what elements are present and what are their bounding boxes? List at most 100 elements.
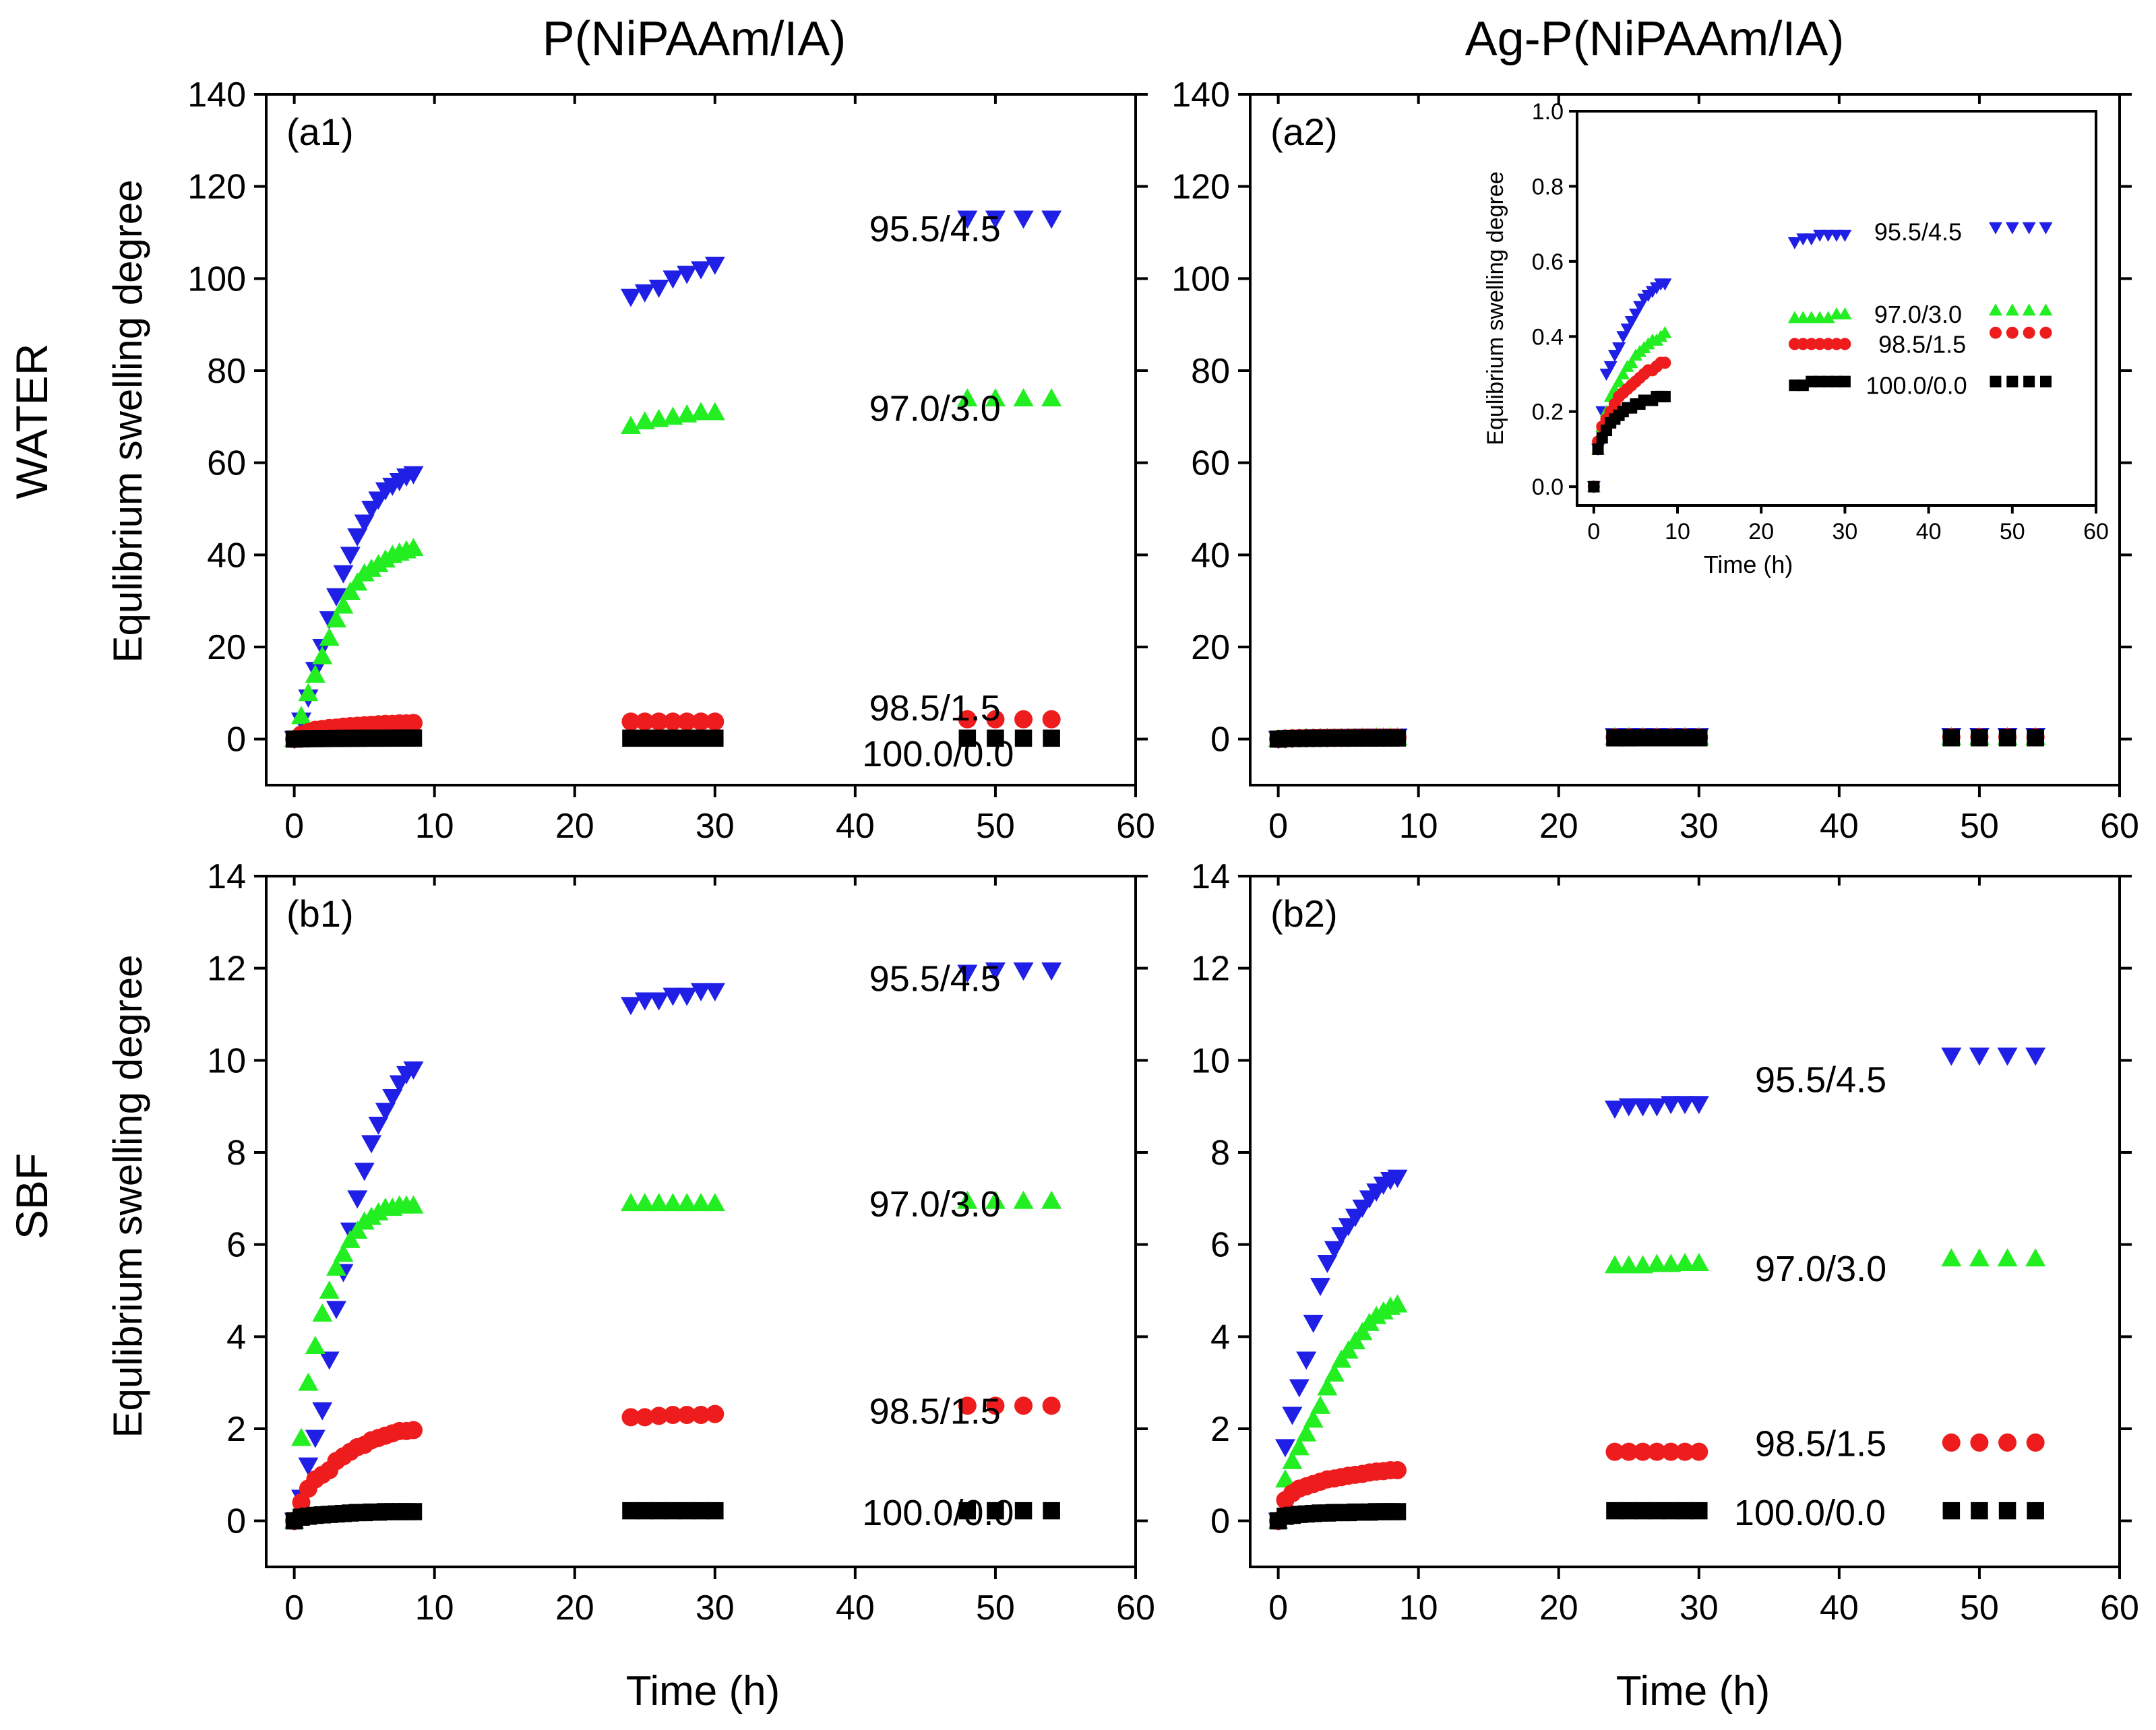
data-point-b1-98-5-1-5-22 bbox=[677, 1406, 696, 1424]
data-point-a1-97-0-3-0-4 bbox=[312, 646, 333, 665]
x-tick-label-a2-0: 0 bbox=[1268, 807, 1288, 846]
data-point-a1-97-0-3-0-24 bbox=[704, 402, 725, 421]
data-point-b2-97-0-3-0-6 bbox=[1310, 1395, 1331, 1414]
series-annotation-b2-0: 95.5/4.5 bbox=[1755, 1060, 1886, 1101]
inset-series-annotation-3: 100.0/0.0 bbox=[1866, 372, 1967, 400]
inset-data-point-100-0-0-0-0 bbox=[1588, 481, 1600, 493]
inset-data-point-98-5-1-5-25 bbox=[1989, 326, 2002, 339]
data-point-b1-95-5-4-5-9 bbox=[347, 1190, 368, 1209]
data-point-a2-100-0-0-0-25 bbox=[1942, 729, 1961, 747]
row-title-water: WATER bbox=[7, 344, 57, 499]
data-point-b2-98-5-1-5-25 bbox=[1942, 1433, 1961, 1452]
data-point-b1-98-5-1-5-28 bbox=[1042, 1396, 1061, 1415]
data-point-b1-97-0-3-0-3 bbox=[305, 1336, 326, 1354]
data-point-b1-98-5-1-5-23 bbox=[691, 1406, 710, 1424]
y-tick-label-b1-5: 10 bbox=[207, 1041, 246, 1080]
series-annotation-b1-0: 95.5/4.5 bbox=[869, 958, 1001, 999]
panel-b2: 0 10 20 30 40 50 60 0 2 4 6 8 10 12 14 (b2) 95.5/4.5 97.0… bbox=[1191, 857, 2139, 1628]
data-point-a1-98-5-1-5-25 bbox=[958, 710, 977, 729]
data-point-b1-95-5-4-5-24 bbox=[704, 983, 725, 1001]
data-point-a1-98-5-1-5-20 bbox=[650, 712, 669, 731]
inset-data-point-98-5-1-5-28 bbox=[2039, 326, 2052, 339]
inset-y-tick-label-4: 0.8 bbox=[1532, 174, 1564, 199]
data-point-b2-97-0-3-0-1 bbox=[1275, 1469, 1296, 1488]
x-tick-label-b2-1: 10 bbox=[1399, 1588, 1438, 1628]
data-point-b1-95-5-4-5-6 bbox=[326, 1301, 347, 1320]
data-point-b1-97-0-3-0-8 bbox=[340, 1229, 361, 1248]
inset-y-tick-label-1: 0.2 bbox=[1532, 400, 1564, 425]
x-tick-label-a1-0: 0 bbox=[284, 807, 304, 846]
inset-data-point-95-5-4-5-6 bbox=[1612, 342, 1626, 354]
inset-data-point-98-5-1-5-22 bbox=[1822, 338, 1835, 350]
x-tick-label-b1-2: 20 bbox=[555, 1588, 594, 1628]
data-point-a1-100-0-0-0-26 bbox=[987, 729, 1004, 747]
data-point-a1-95-5-4-5-8 bbox=[340, 547, 361, 565]
x-tick-label-a2-6: 60 bbox=[2100, 807, 2139, 846]
data-point-a1-97-0-3-0-3 bbox=[305, 665, 326, 683]
data-point-b2-97-0-3-0-5 bbox=[1303, 1409, 1324, 1428]
inset-data-point-95-5-4-5-27 bbox=[2022, 222, 2036, 235]
data-point-b1-100-0-0-0-17 bbox=[404, 1503, 423, 1520]
data-point-a1-97-0-3-0-2 bbox=[298, 683, 319, 702]
data-point-b1-95-5-4-5-25 bbox=[957, 964, 978, 983]
inset-data-point-100-0-0-0-17 bbox=[1659, 390, 1671, 402]
data-point-a1-98-5-1-5-19 bbox=[636, 712, 654, 731]
data-point-a1-95-5-4-5-18 bbox=[620, 288, 641, 307]
y-tick-label-a2-0: 0 bbox=[1210, 720, 1230, 760]
data-point-b1-97-0-3-0-22 bbox=[677, 1193, 698, 1212]
data-point-b1-98-5-1-5-20 bbox=[650, 1407, 669, 1425]
series-annotation-a1-2: 98.5/1.5 bbox=[869, 688, 1001, 729]
data-point-b2-95-5-4-5-2 bbox=[1282, 1407, 1303, 1425]
inset-x-tick-label-5: 50 bbox=[2000, 519, 2025, 545]
series-a1-97-0-3-0 bbox=[284, 388, 1062, 747]
data-point-b2-95-5-4-5-26 bbox=[1969, 1047, 1990, 1066]
data-point-b1-95-5-4-5-19 bbox=[634, 992, 655, 1011]
y-tick-label-a1-5: 100 bbox=[187, 259, 246, 299]
inset-data-point-97-0-3-0-24 bbox=[1838, 307, 1852, 319]
data-point-b1-95-5-4-5-5 bbox=[319, 1351, 340, 1370]
y-tick-label-b1-1: 2 bbox=[226, 1410, 246, 1449]
data-point-b1-95-5-4-5-18 bbox=[620, 997, 641, 1016]
series-annotation-b1-3: 100.0/0.0 bbox=[862, 1493, 1014, 1533]
inset-data-point-97-0-3-0-28 bbox=[2039, 303, 2053, 316]
data-point-a1-97-0-3-0-8 bbox=[340, 582, 361, 600]
data-point-a1-98-5-1-5-28 bbox=[1042, 710, 1061, 729]
plot-frame-a1 bbox=[265, 93, 1137, 786]
data-point-a1-98-5-1-5-17 bbox=[404, 714, 423, 733]
data-point-b2-95-5-4-5-1 bbox=[1275, 1439, 1296, 1458]
y-tick-label-b2-7: 14 bbox=[1191, 857, 1230, 896]
series-b2-100-0-0-0 bbox=[1269, 1502, 2044, 1530]
y-tick-label-b2-3: 6 bbox=[1210, 1226, 1230, 1265]
y-tick-label-a1-7: 140 bbox=[187, 75, 246, 115]
data-point-a1-100-0-0-0-17 bbox=[404, 729, 423, 747]
data-point-b2-97-0-3-0-22 bbox=[1661, 1254, 1682, 1272]
x-tick-label-a2-2: 20 bbox=[1539, 807, 1578, 846]
series-b1-100-0-0-0 bbox=[285, 1502, 1060, 1530]
data-point-b2-97-0-3-0-3 bbox=[1289, 1437, 1310, 1456]
inset-data-point-100-0-0-0-26 bbox=[2006, 375, 2019, 388]
data-point-b1-100-0-0-0-28 bbox=[1043, 1502, 1060, 1520]
data-point-b2-95-5-4-5-21 bbox=[1646, 1098, 1667, 1117]
data-point-b2-100-0-0-0-17 bbox=[1388, 1503, 1407, 1520]
data-point-a1-98-5-1-5-18 bbox=[621, 712, 640, 731]
inset-x-tick-label-2: 20 bbox=[1748, 519, 1774, 545]
data-point-b1-97-0-3-0-17 bbox=[403, 1195, 424, 1214]
column-title-left: P(NiPAAm/IA) bbox=[543, 12, 846, 66]
data-point-a1-97-0-3-0-6 bbox=[326, 609, 347, 627]
data-point-a1-97-0-3-0-27 bbox=[1013, 388, 1034, 406]
x-tick-label-a1-1: 10 bbox=[415, 807, 454, 846]
data-point-b1-97-0-3-0-9 bbox=[347, 1221, 368, 1239]
y-tick-label-b2-0: 0 bbox=[1210, 1502, 1230, 1541]
inset-data-point-97-0-3-0-25 bbox=[1988, 303, 2002, 316]
data-point-a1-97-0-3-0-26 bbox=[985, 388, 1006, 406]
series-b1-98-5-1-5 bbox=[285, 1396, 1061, 1531]
x-tick-label-a1-5: 50 bbox=[976, 807, 1015, 846]
x-tick-label-a2-4: 40 bbox=[1820, 807, 1859, 846]
inset-y-tick-label-5: 1.0 bbox=[1532, 99, 1564, 125]
x-tick-label-a2-1: 10 bbox=[1399, 807, 1438, 846]
data-point-b2-97-0-3-0-17 bbox=[1387, 1294, 1408, 1313]
data-point-b1-95-5-4-5-28 bbox=[1041, 962, 1062, 981]
y-tick-label-a2-5: 100 bbox=[1171, 259, 1230, 299]
plot-frame-a2 bbox=[1249, 93, 2121, 786]
